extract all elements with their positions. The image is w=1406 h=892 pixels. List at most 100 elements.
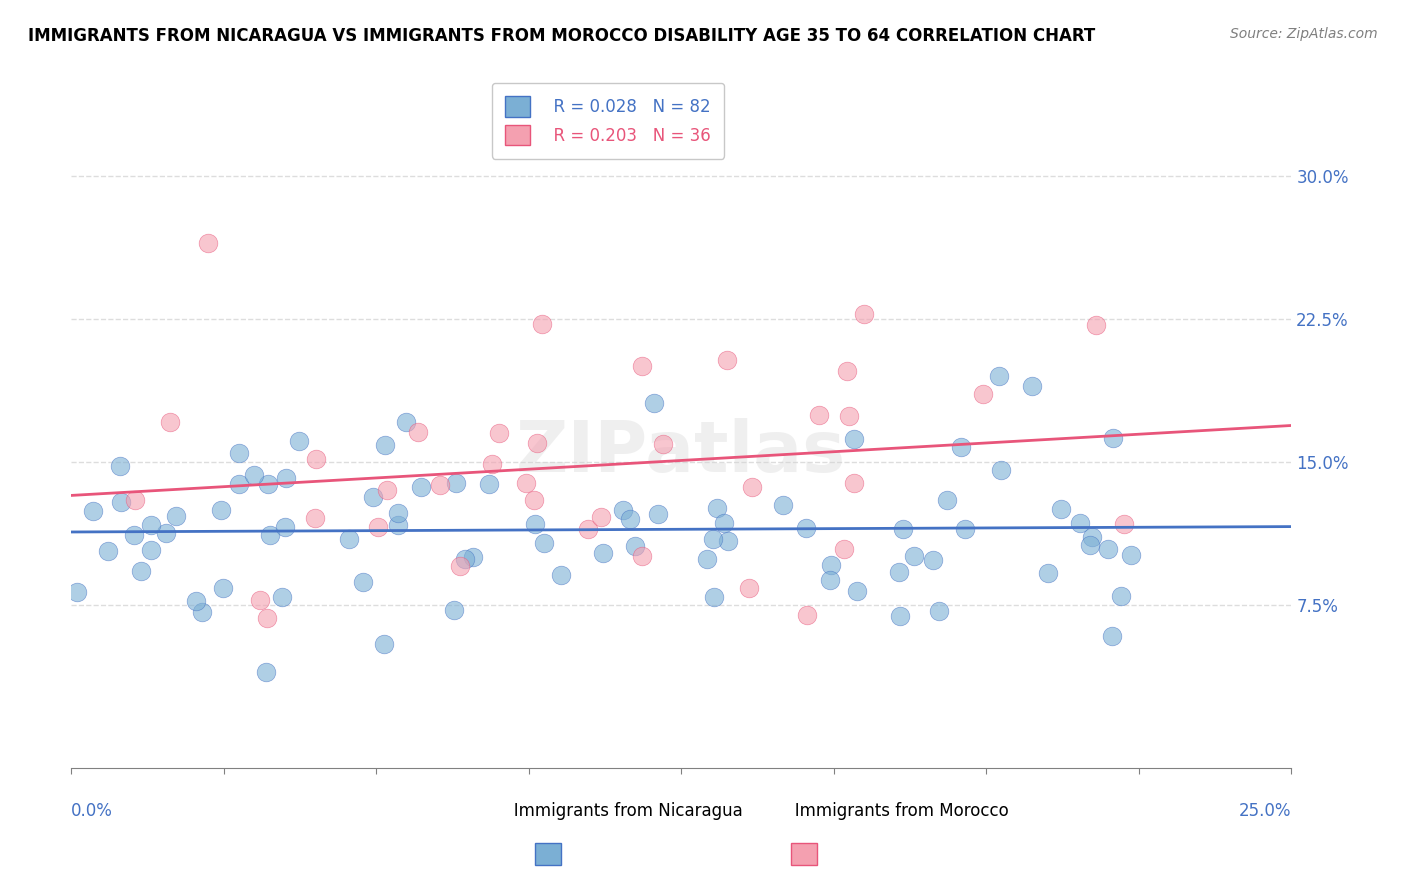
Point: [903, 549, 925, 564]
Point: [533, 535, 555, 549]
Point: [429, 477, 451, 491]
Point: [141, 518, 163, 533]
Point: [1085, 318, 1108, 332]
Point: [794, 521, 817, 535]
Point: [373, 637, 395, 651]
Point: [928, 604, 950, 618]
Point: [257, 476, 280, 491]
Point: [893, 522, 915, 536]
Text: ZIPatlas: ZIPatlas: [516, 418, 846, 487]
Point: [852, 307, 875, 321]
Point: [1109, 589, 1132, 603]
Point: [191, 605, 214, 619]
Point: [1050, 502, 1073, 516]
Point: [808, 409, 831, 423]
Point: [696, 551, 718, 566]
Point: [449, 559, 471, 574]
Point: [256, 665, 278, 680]
Point: [259, 528, 281, 542]
Point: [395, 415, 418, 429]
Point: [706, 500, 728, 515]
Point: [713, 516, 735, 530]
Point: [256, 611, 278, 625]
Point: [82, 504, 104, 518]
Point: [631, 359, 654, 373]
Point: [921, 553, 943, 567]
Point: [129, 565, 152, 579]
Point: [835, 364, 858, 378]
Point: [481, 457, 503, 471]
Point: [524, 517, 547, 532]
Point: [818, 574, 841, 588]
Point: [716, 352, 738, 367]
Point: [612, 503, 634, 517]
Point: [122, 528, 145, 542]
Point: [842, 476, 865, 491]
Point: [228, 477, 250, 491]
Point: [110, 495, 132, 509]
Text: Immigrants from Nicaragua: Immigrants from Nicaragua: [498, 802, 742, 821]
Point: [108, 458, 131, 473]
Text: Source: ZipAtlas.com: Source: ZipAtlas.com: [1230, 27, 1378, 41]
Point: [591, 509, 613, 524]
Point: [531, 318, 554, 332]
Point: [243, 468, 266, 483]
Point: [1078, 538, 1101, 552]
Point: [647, 507, 669, 521]
Point: [652, 436, 675, 450]
Point: [1069, 516, 1091, 531]
Point: [139, 542, 162, 557]
Point: [631, 549, 654, 563]
Point: [717, 533, 740, 548]
Point: [1081, 530, 1104, 544]
Point: [1114, 517, 1136, 532]
Text: Immigrants from Morocco: Immigrants from Morocco: [779, 802, 1008, 821]
Point: [526, 436, 548, 450]
Point: [515, 476, 537, 491]
Point: [619, 512, 641, 526]
Point: [228, 446, 250, 460]
Point: [197, 235, 219, 250]
Point: [387, 506, 409, 520]
Point: [463, 549, 485, 564]
Point: [209, 503, 232, 517]
Point: [387, 518, 409, 533]
Point: [987, 369, 1010, 384]
Text: IMMIGRANTS FROM NICARAGUA VS IMMIGRANTS FROM MOROCCO DISABILITY AGE 35 TO 64 COR: IMMIGRANTS FROM NICARAGUA VS IMMIGRANTS …: [28, 27, 1095, 45]
Point: [702, 533, 724, 547]
Point: [1101, 432, 1123, 446]
Point: [738, 582, 761, 596]
Point: [796, 607, 818, 622]
Point: [889, 609, 911, 624]
Point: [273, 519, 295, 533]
Point: [305, 451, 328, 466]
Point: [124, 492, 146, 507]
Point: [935, 493, 957, 508]
Point: [444, 476, 467, 491]
Point: [288, 434, 311, 448]
Text: 0.0%: 0.0%: [72, 802, 112, 820]
Point: [1036, 566, 1059, 580]
Point: [488, 425, 510, 440]
Point: [211, 581, 233, 595]
Point: [443, 603, 465, 617]
Point: [374, 438, 396, 452]
Point: [66, 585, 89, 599]
Point: [165, 509, 187, 524]
Point: [184, 594, 207, 608]
Point: [990, 462, 1012, 476]
Point: [643, 396, 665, 410]
Point: [972, 386, 994, 401]
Point: [889, 566, 911, 580]
Point: [772, 498, 794, 512]
Point: [352, 575, 374, 590]
Point: [337, 533, 360, 547]
Point: [820, 558, 842, 572]
Point: [550, 568, 572, 582]
Point: [304, 511, 326, 525]
Point: [249, 592, 271, 607]
Point: [703, 590, 725, 604]
Text: 25.0%: 25.0%: [1239, 802, 1291, 820]
Point: [1097, 541, 1119, 556]
Point: [409, 480, 432, 494]
